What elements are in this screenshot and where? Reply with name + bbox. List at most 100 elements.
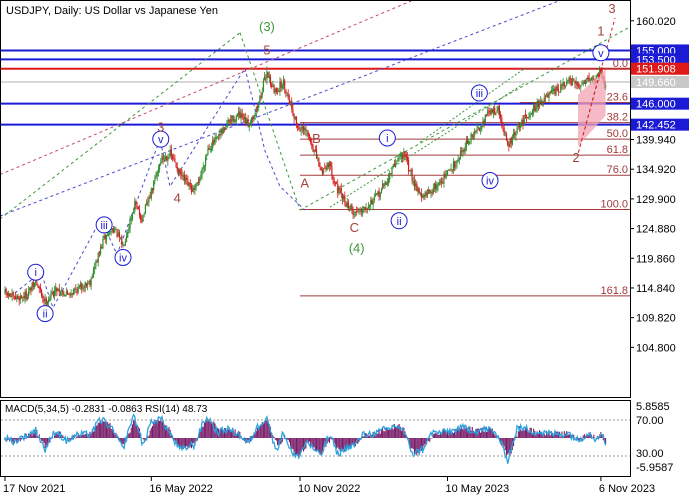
candle-body [206,154,208,157]
candle-body [399,156,401,158]
candle-body [344,195,346,203]
candle-body [468,141,470,145]
candle-body [325,168,327,170]
candle-body [143,213,145,215]
candle-body [496,110,498,113]
candle-body [564,86,567,87]
candle-body [302,126,305,131]
candle-body [20,295,23,299]
candle-body [456,160,458,165]
candle-body [111,228,113,231]
candle-body [94,266,96,269]
candle-body [85,283,88,286]
candle-body [376,193,378,194]
candle-body [107,235,109,236]
candle-body [379,193,381,198]
candle-body [179,168,181,174]
candle-body [577,84,580,87]
candle-body [356,211,358,212]
candle-body [444,173,446,178]
candle-body [241,112,243,118]
candle-body [153,181,155,191]
candle-body [429,190,431,194]
candle-body [201,168,203,176]
level-price-tag [631,53,689,66]
candle-body [455,165,457,167]
candle-body [339,188,341,190]
candle-body [413,180,416,187]
candle-body [61,290,63,292]
candle-body [541,101,543,105]
candle-body [474,131,476,136]
candle-body [294,116,296,120]
candle-body [433,183,436,189]
candle-body [195,183,197,188]
candle-body [249,123,252,125]
candle-body [452,162,454,171]
candle-body [383,184,385,186]
candle-body [243,116,246,119]
candle-body [387,178,390,184]
candle-body [391,168,393,175]
candle-body [184,177,187,181]
candle-body [497,106,499,112]
candle-body [412,181,414,183]
price-tick-label: 129.900 [636,194,676,206]
candle-body [529,114,531,118]
candle-body [242,118,244,120]
candle-body [533,104,535,111]
candle-body [286,92,288,94]
candle-body [40,290,43,297]
candle-body [219,134,221,136]
candle-body [551,89,554,92]
candle-body [505,134,508,141]
wave-label: 4 [174,190,181,205]
candle-body [236,114,239,116]
candle-body [74,289,76,291]
candle-body [382,183,384,189]
candle-body [479,128,482,130]
candle-body [398,157,400,159]
candle-body [190,185,193,192]
candle-body [55,286,57,292]
candle-body [443,173,445,184]
candle-body [102,238,104,249]
macd-scale-label: -5.9587 [636,462,673,474]
candle-body [537,100,539,107]
candle-body [582,82,584,84]
candle-body [370,199,372,205]
candle-body [123,245,125,246]
candle-body [284,80,286,89]
candle-body [592,77,594,79]
wave-label: 3 [608,1,615,16]
candle-body [597,73,600,77]
candle-body [348,208,351,210]
wave-channel-line [329,82,526,208]
candle-body [234,120,236,123]
wave-label: 3 [157,119,164,134]
candle-body [59,291,62,293]
candle-body [157,169,159,173]
candle-body [576,81,578,86]
candle-body [210,147,213,150]
candle-body [580,85,582,88]
candle-body [71,293,73,295]
candle-body [583,81,585,84]
candle-body [390,173,392,175]
candle-body [12,292,14,296]
wave-label-circle [27,263,45,281]
candle-body [521,120,523,123]
candle-body [68,294,70,295]
candle-body [194,185,196,190]
candle-body [392,165,394,168]
fib-level-label: 23.6 [607,91,628,103]
candle-body [97,252,99,263]
candle-body [321,170,324,174]
candle-body [66,291,69,295]
candle-body [536,101,538,109]
candle-body [37,285,39,288]
candle-body [48,299,50,303]
candle-body [275,88,277,92]
rsi-scale-label: 70.00 [636,415,664,427]
candle-body [451,169,453,171]
